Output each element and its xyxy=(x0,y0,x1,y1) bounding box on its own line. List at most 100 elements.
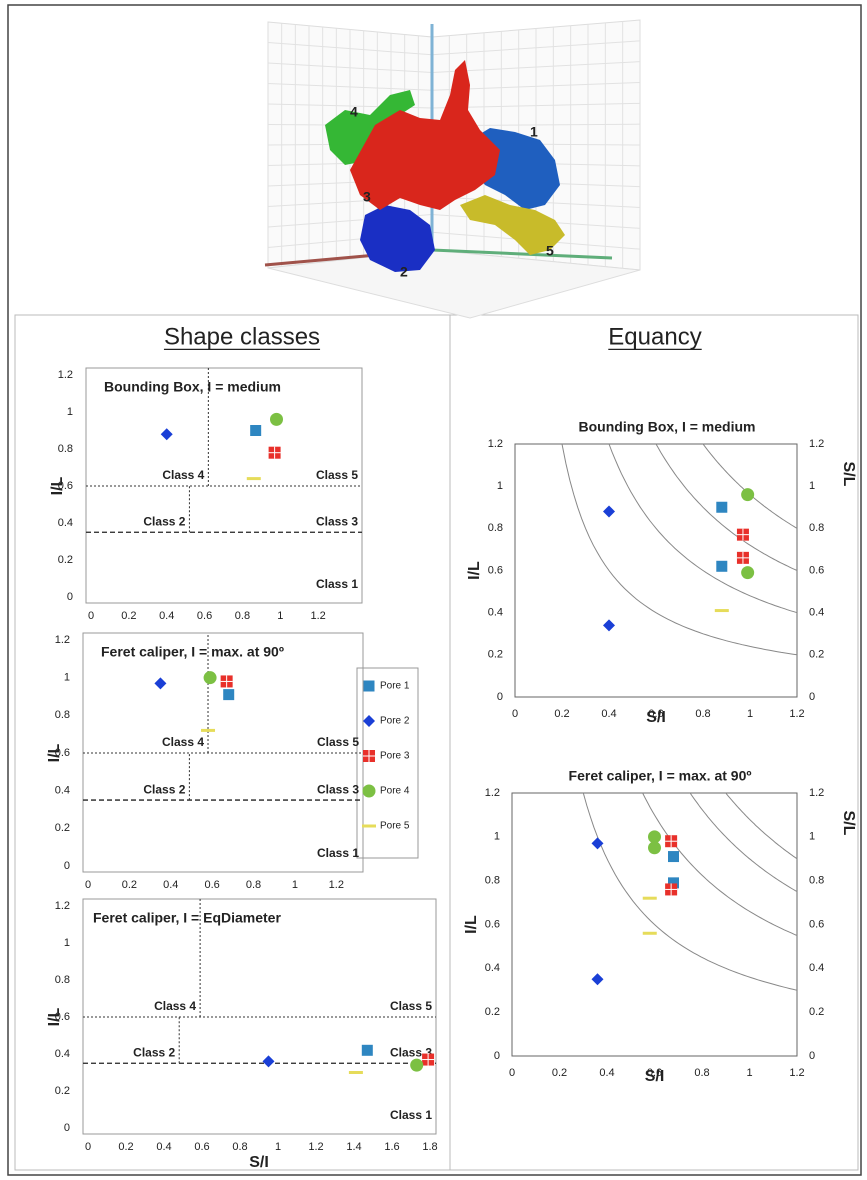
y-tick-label: 1.2 xyxy=(55,634,70,646)
marker xyxy=(362,825,376,828)
y-tick-label: 0.4 xyxy=(485,962,500,974)
x-tick-label: 1 xyxy=(275,1141,281,1153)
x-tick-label: 0.2 xyxy=(554,708,569,720)
y-tick-label: 0.8 xyxy=(55,974,70,986)
y-tick-label: 1 xyxy=(64,672,70,684)
x-tick-label: 0.4 xyxy=(163,879,178,891)
marker xyxy=(668,851,679,862)
chart-title: Bounding Box, I = medium xyxy=(579,419,756,435)
y-tick-label: 0.4 xyxy=(488,607,503,619)
marker xyxy=(223,689,234,700)
equancy-curve xyxy=(726,793,797,859)
x-tick-label: 0.6 xyxy=(197,610,212,622)
y-tick-label: 0.8 xyxy=(488,522,503,534)
chart-title: Bounding Box, I = medium xyxy=(104,379,281,395)
y-tick-label: 0.6 xyxy=(485,918,500,930)
equancy-curve xyxy=(690,793,797,892)
marker xyxy=(247,477,261,480)
marker xyxy=(648,841,661,854)
chart-title: Feret caliper, I = max. at 90º xyxy=(569,768,752,784)
marker xyxy=(270,413,283,426)
chart-title: Feret caliper, I = max. at 90º xyxy=(101,644,284,660)
x-tick-label: 1.2 xyxy=(789,708,804,720)
y2-axis-title: S/L xyxy=(840,462,857,487)
y-tick-label: 0.2 xyxy=(55,822,70,834)
equancy-curve xyxy=(703,444,797,528)
x-tick-label: 0.8 xyxy=(695,708,710,720)
y2-tick-label: 0 xyxy=(809,1050,815,1062)
y-tick-label: 0.8 xyxy=(58,443,73,455)
x-tick-label: 1.2 xyxy=(329,879,344,891)
panel-heading: Shape classes xyxy=(164,323,320,350)
class-label: Class 5 xyxy=(390,999,432,1013)
class-label: Class 2 xyxy=(133,1045,175,1059)
marker xyxy=(363,785,376,798)
y-tick-label: 1.2 xyxy=(485,787,500,799)
x-tick-label: 1.4 xyxy=(346,1141,361,1153)
marker xyxy=(715,609,729,612)
marker xyxy=(349,1071,363,1074)
x-tick-label: 0.4 xyxy=(156,1141,171,1153)
x-axis-title: S/I xyxy=(645,1068,665,1085)
y2-tick-label: 0.4 xyxy=(809,962,824,974)
x-tick-label: 1 xyxy=(747,708,753,720)
y-tick-label: 0.8 xyxy=(55,709,70,721)
y2-tick-label: 0.2 xyxy=(809,649,824,661)
class-label: Class 2 xyxy=(143,782,185,796)
class-label: Class 5 xyxy=(316,468,358,482)
x-tick-label: 1 xyxy=(277,610,283,622)
class-label: Class 2 xyxy=(143,514,185,528)
legend-label: Pore 3 xyxy=(380,751,410,762)
marker xyxy=(603,505,615,517)
marker xyxy=(201,729,215,732)
class-label: Class 1 xyxy=(316,577,358,591)
y2-tick-label: 1 xyxy=(809,480,815,492)
x-tick-label: 1.6 xyxy=(384,1141,399,1153)
y-tick-label: 0.2 xyxy=(58,554,73,566)
y-tick-label: 0 xyxy=(67,591,73,603)
y-tick-label: 0.8 xyxy=(485,875,500,887)
class-label: Class 4 xyxy=(162,735,204,749)
x-tick-label: 0.2 xyxy=(121,610,136,622)
x-tick-label: 0.4 xyxy=(599,1067,614,1079)
x-tick-label: 0.8 xyxy=(235,610,250,622)
x-tick-label: 0.2 xyxy=(552,1067,567,1079)
y-tick-label: 0 xyxy=(494,1050,500,1062)
y2-tick-label: 0.8 xyxy=(809,875,824,887)
pore-label: 5 xyxy=(546,243,554,259)
y2-tick-label: 0.2 xyxy=(809,1006,824,1018)
x-tick-label: 0 xyxy=(512,708,518,720)
y2-tick-label: 0 xyxy=(809,691,815,703)
x-tick-label: 0.2 xyxy=(118,1141,133,1153)
equancy-curve xyxy=(643,793,797,936)
panel-heading: Equancy xyxy=(608,323,701,350)
pore-label: 4 xyxy=(350,104,358,120)
y-axis-title: I/L xyxy=(46,743,63,762)
class-label: Class 5 xyxy=(317,735,359,749)
x-tick-label: 0.2 xyxy=(122,879,137,891)
class-label: Class 4 xyxy=(162,468,204,482)
marker xyxy=(154,677,166,689)
y2-tick-label: 1 xyxy=(809,831,815,843)
pore-label: 2 xyxy=(400,264,408,280)
class-label: Class 3 xyxy=(317,782,359,796)
y-tick-label: 1 xyxy=(64,937,70,949)
y-tick-label: 0.4 xyxy=(55,785,70,797)
marker xyxy=(741,566,754,579)
marker xyxy=(250,425,261,436)
marker xyxy=(716,502,727,513)
y-tick-label: 1.2 xyxy=(58,369,73,381)
y2-tick-label: 1.2 xyxy=(809,438,824,450)
x-tick-label: 1.2 xyxy=(789,1067,804,1079)
marker xyxy=(592,973,604,985)
figure: 1 2 3 4 5 Shape classes Equancy 00.20.40… xyxy=(0,0,867,1180)
x-tick-label: 1.2 xyxy=(310,610,325,622)
legend-label: Pore 1 xyxy=(380,681,410,692)
y-tick-label: 0 xyxy=(497,691,503,703)
equancy-curve xyxy=(583,793,797,990)
class-label: Class 3 xyxy=(316,514,358,528)
x-tick-label: 0 xyxy=(85,879,91,891)
legend-label: Pore 5 xyxy=(380,821,410,832)
legend-label: Pore 4 xyxy=(380,786,410,797)
x-tick-label: 0.4 xyxy=(159,610,174,622)
